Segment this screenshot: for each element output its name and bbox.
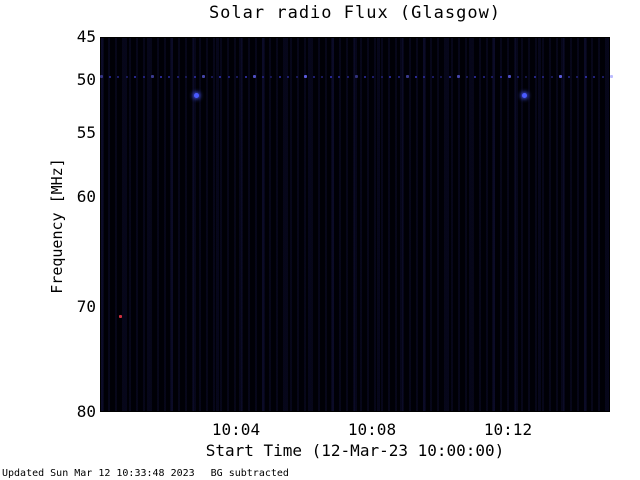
interference-dot [270,75,272,78]
interference-dot [142,75,145,78]
interference-dot [474,75,476,78]
interference-dot [448,75,451,78]
interference-dot [346,75,349,78]
interference-dot [117,75,119,78]
interference-dot [507,75,511,79]
interference-dot [150,75,154,79]
interference-dot [236,75,238,78]
interference-dot [168,75,170,78]
y-axis-label: Frequency [MHz] [48,158,66,294]
interference-dot [576,75,578,78]
x-tick-label: 10:12 [483,420,533,439]
interference-dot [558,75,562,79]
interference-dot [244,75,247,78]
interference-dot [405,75,409,79]
interference-dot [185,75,187,78]
interference-dot [499,75,502,78]
interference-dot [321,75,323,78]
chart-title: Solar radio Flux (Glasgow) [208,3,502,23]
bg-subtracted-note: BG subtracted [210,468,289,479]
interference-dot [278,75,281,78]
interference-dot [176,75,179,78]
interference-dot [431,75,434,78]
bright-point [194,92,200,98]
plot-area [99,37,613,412]
interference-dot [465,75,468,78]
interference-dot [533,75,536,78]
interference-dot [108,75,111,78]
interference-dot [516,75,519,78]
interference-dot [542,75,544,78]
interference-dot [397,75,400,78]
interference-dot [219,75,221,78]
interference-dot [423,75,425,78]
interference-dot [372,75,374,78]
y-tick-label: 70 [76,297,96,317]
interference-dot [354,75,358,79]
x-tick-label: 10:08 [347,420,397,439]
interference-dot [125,75,128,78]
y-tick-label: 45 [76,27,96,46]
interference-dot [440,75,442,78]
interference-dot [601,75,604,78]
interference-dot [550,75,553,78]
interference-dot [584,75,587,78]
interference-dot [287,75,289,78]
x-tick-label: 10:04 [211,420,261,439]
interference-dot [312,75,315,78]
interference-dot [252,75,256,79]
interference-dot [593,75,595,78]
interference-dot [159,75,162,78]
y-tick-label: 60 [76,187,96,207]
interference-dot [134,75,136,78]
y-tick-label: 55 [76,123,96,142]
interference-dot [380,75,383,78]
interference-dot [210,75,213,78]
interference-dot [567,75,570,78]
interference-dot [456,75,460,79]
interference-dot [525,75,527,78]
interference-dot [303,75,307,79]
y-tick-label: 80 [76,402,96,421]
bright-point [522,92,528,98]
interference-dot [491,75,493,78]
interference-dot [363,75,366,78]
red-point [118,314,122,318]
interference-dot [482,75,485,78]
interference-dot [389,75,391,78]
interference-dot [227,75,230,78]
interference-dot [99,75,103,79]
interference-dot [609,75,613,79]
interference-dot [338,75,340,78]
interference-dot [201,75,205,79]
footer: Updated Sun Mar 12 10:33:48 2023 BG subtr… [2,468,305,479]
x-axis-label: Start Time (12-Mar-23 10:00:00) [205,441,505,460]
interference-dot [329,75,332,78]
y-tick-label: 50 [76,70,96,90]
interference-dot [261,75,264,78]
updated-timestamp: Updated Sun Mar 12 10:33:48 2023 [2,468,195,479]
interference-dot [414,75,417,78]
interference-dot [193,75,196,78]
interference-dot [295,75,298,78]
